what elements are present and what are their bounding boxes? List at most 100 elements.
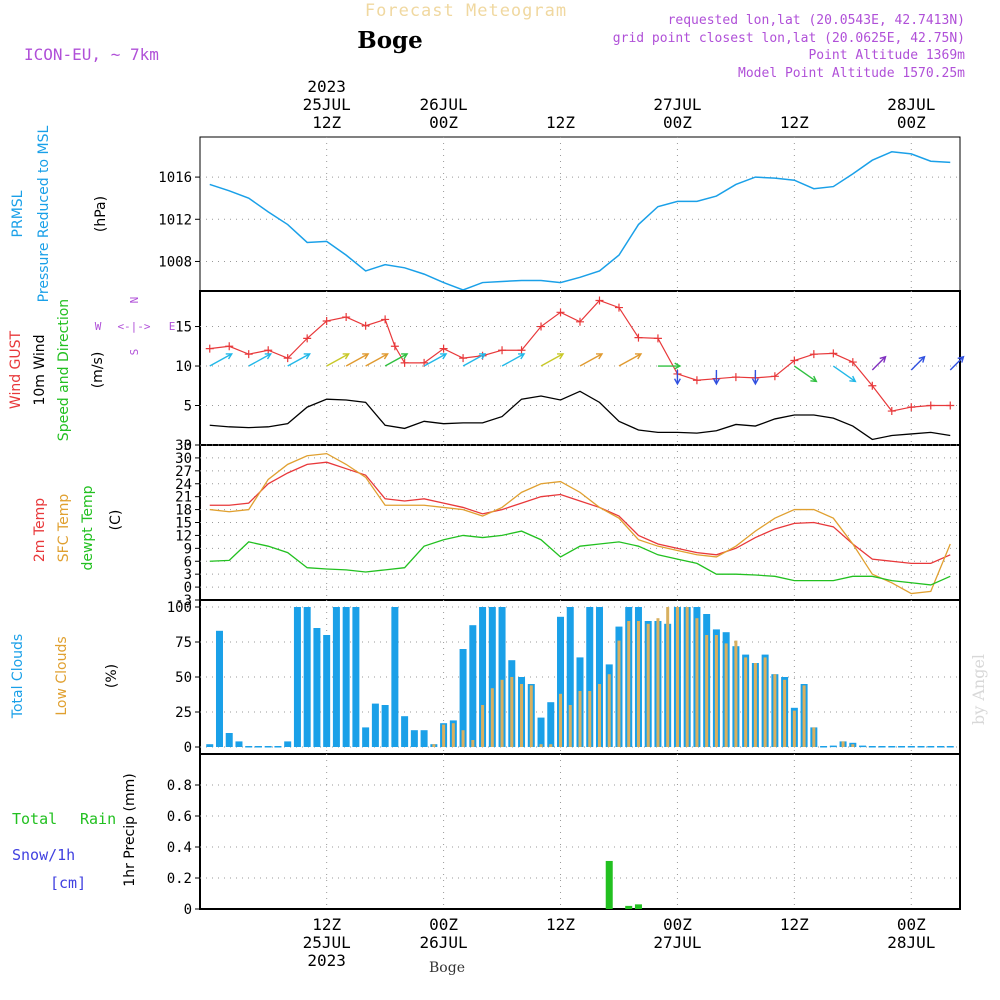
snow-unit: [cm] [50, 874, 86, 892]
low-cloud-bar [783, 679, 787, 747]
wind-arrow-head [595, 353, 604, 360]
total-cloud-bar [878, 746, 886, 748]
watermark: by Angel [969, 654, 988, 725]
time-label: 28JUL [887, 95, 935, 114]
total-cloud-bar [401, 716, 409, 747]
y-tick-label: 9 [184, 541, 192, 557]
low-cloud-bar [490, 688, 494, 747]
temp-line-2 [209, 530, 951, 586]
y-tick-label: 0 [184, 438, 192, 454]
rain-bar [605, 860, 613, 909]
time-label: 12Z [312, 113, 341, 132]
total-cloud-bar [264, 746, 272, 748]
gust-marker [653, 334, 662, 343]
y-tick-label: 24 [175, 477, 192, 493]
y-tick-label: 50 [175, 670, 192, 686]
y-tick-label: 1012 [158, 212, 192, 228]
panel-frame [199, 753, 961, 910]
total-cloud-bar [488, 607, 496, 747]
low-cloud-bar [481, 705, 485, 747]
time-label: 00Z [429, 915, 458, 934]
precip-label: 1hr Precip (mm) [122, 773, 138, 886]
y-tick-label: 100 [167, 600, 192, 616]
low-cloud-bar [549, 744, 553, 747]
wind-arrow-head [518, 353, 526, 360]
y-tick-label: 15 [175, 320, 192, 336]
wind-arrow-head [264, 353, 272, 360]
time-label: 2023 [307, 951, 346, 970]
panel-frame [199, 290, 961, 446]
total-cloud-bar [595, 607, 603, 747]
low-cloud-bar [636, 621, 640, 747]
wind-arrow-head [957, 355, 965, 363]
location-title: Boge [357, 27, 423, 54]
compass-e: E [169, 320, 176, 333]
low-cloud-bar [617, 640, 621, 747]
time-label: 27JUL [653, 933, 701, 952]
gust-marker [576, 317, 584, 326]
total-cloud-bar [235, 741, 243, 747]
total-cloud-bar [859, 745, 867, 748]
total-cloud-bar [245, 746, 253, 748]
gust-marker [809, 350, 818, 359]
gust-marker [439, 344, 448, 353]
total-cloud-bar [459, 649, 467, 747]
y-tick-label: 30 [175, 451, 192, 467]
wind-arrow [248, 353, 272, 367]
temp-line-0 [209, 461, 951, 565]
gust-marker [381, 315, 390, 324]
panel-clouds: 0 25 50 75 100 [167, 599, 961, 756]
wind-arrow-head [440, 353, 448, 360]
time-label: 00Z [429, 113, 458, 132]
gust-line [209, 299, 951, 412]
total-cloud-bar [420, 730, 428, 747]
total-cloud-bar [342, 607, 350, 747]
low-cloud-bar [851, 744, 855, 747]
gust-marker [595, 296, 604, 305]
dewpt-label: dewpt Temp [80, 485, 96, 570]
gust-marker [390, 342, 399, 351]
wind-arrow [871, 356, 887, 371]
total-cloud-bar [206, 744, 214, 747]
gust-marker [790, 356, 799, 365]
wind-arrow [384, 353, 408, 367]
wind-arrow [793, 365, 817, 382]
gust-marker [322, 317, 331, 326]
low-cloud-label: Low Clouds [54, 636, 70, 715]
gust-marker [361, 321, 370, 330]
y-tick-label: 0 [184, 740, 192, 756]
total-cloud-bar [937, 746, 945, 748]
gust-marker [634, 333, 643, 342]
low-cloud-bar [597, 684, 601, 747]
total-cloud-bar [888, 746, 896, 748]
wind-arrow [345, 353, 369, 367]
y-tick-label: 1016 [158, 170, 192, 186]
low-cloud-bar [744, 657, 748, 747]
compass-s: S [128, 349, 141, 356]
low-cloud-bar [656, 618, 660, 747]
low-cloud-bar [646, 623, 650, 747]
low-cloud-bar [432, 744, 436, 747]
y-tick-label: 18 [175, 503, 192, 519]
total-cloud-bar [917, 746, 925, 748]
total-cloud-bar [215, 630, 223, 747]
total-cloud-bar [586, 607, 594, 747]
wind-arrow-head [479, 353, 487, 360]
y-tick-label: 0.6 [167, 809, 192, 825]
panel-precipitation: 0 0.2 0.4 0.6 0.8 [167, 753, 961, 918]
gust-marker [225, 342, 234, 351]
total-cloud-bar [498, 607, 506, 747]
low-cloud-bar [529, 685, 533, 747]
wind-arrow [462, 353, 486, 367]
gust-marker [614, 303, 623, 312]
low-cloud-bar [695, 618, 699, 747]
low-cloud-bar [607, 674, 611, 747]
wind-arrow [540, 353, 564, 367]
y-tick-label: 33 [175, 438, 192, 454]
total-cloud-bar [898, 746, 906, 748]
total-cloud-label: Total Clouds [10, 634, 26, 719]
gust-marker [770, 372, 779, 381]
wind-arrow [910, 356, 925, 371]
gridpoint-coords: grid point closest lon,lat (20.0625E, 42… [613, 31, 965, 46]
